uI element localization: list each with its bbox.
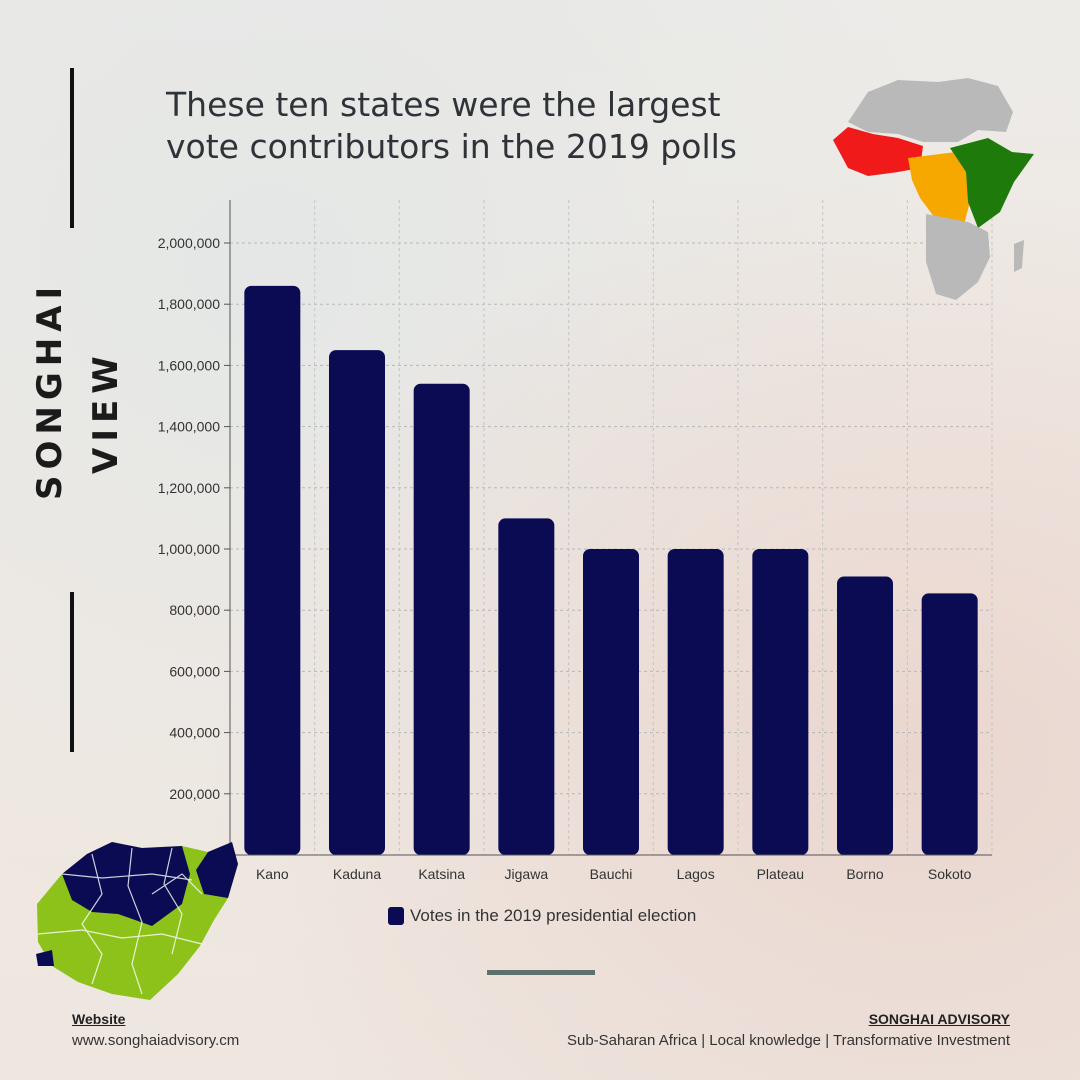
chart-legend: Votes in the 2019 presidential election: [388, 906, 696, 926]
bar-borno: [837, 576, 893, 855]
legend-swatch: [388, 907, 404, 925]
bars: [244, 285, 978, 856]
footer-divider: [487, 970, 595, 975]
accent-bar-bottom: [70, 592, 74, 752]
y-tick-label: 400,000: [169, 725, 220, 741]
chart-title: These ten states were the largest vote c…: [166, 85, 737, 166]
x-tick-labels: Kano Kaduna Katsina Jigawa Bauchi Lagos Platea…: [256, 866, 972, 882]
x-tick-label: Kaduna: [333, 866, 381, 882]
x-tick-label: Katsina: [418, 866, 465, 882]
x-tick-label: Lagos: [677, 866, 715, 882]
bar-jigawa: [498, 518, 555, 855]
y-tick-labels: 200,000 400,000 600,000 800,000 1,000,000 1,2…: [158, 235, 221, 802]
bar-bauchi: [583, 549, 639, 855]
website-url-link[interactable]: www.songhaiadvisory.cm: [72, 1032, 240, 1049]
bar-lagos: [667, 549, 724, 855]
y-tick-label: 800,000: [169, 602, 220, 618]
x-tick-label: Plateau: [757, 866, 804, 882]
nigeria-map-icon: [36, 842, 238, 1000]
company-heading: SONGHAI ADVISORY: [868, 1011, 1010, 1027]
x-tick-label: Jigawa: [505, 866, 549, 882]
footer-website: Website www.songhaiadvisory.cm: [72, 1011, 239, 1049]
bar-kano: [244, 285, 301, 856]
x-tick-label: Sokoto: [928, 866, 972, 882]
footer-company: SONGHAI ADVISORY Sub-Saharan Africa | Lo…: [567, 1011, 1010, 1049]
bar-sokoto: [921, 593, 978, 855]
accent-bar-top: [70, 68, 74, 228]
y-tick-label: 1,800,000: [158, 296, 220, 312]
bar-kaduna: [329, 350, 385, 855]
bar-katsina: [413, 383, 470, 855]
y-tick-label: 1,600,000: [158, 357, 220, 373]
x-tick-label: Bauchi: [590, 866, 633, 882]
y-tick-label: 600,000: [169, 663, 220, 679]
y-tick-label: 1,000,000: [158, 541, 220, 557]
y-tick-label: 200,000: [169, 786, 220, 802]
website-heading: Website: [72, 1011, 126, 1027]
x-tick-label: Borno: [846, 866, 884, 882]
y-tick-label: 2,000,000: [158, 235, 220, 251]
legend-label: Votes in the 2019 presidential election: [410, 906, 697, 925]
y-tick-label: 1,400,000: [158, 419, 220, 435]
africa-map-icon: [833, 78, 1034, 300]
y-tick-label: 1,200,000: [158, 480, 220, 496]
x-tick-label: Kano: [256, 866, 289, 882]
bar-plateau: [752, 549, 809, 855]
company-tagline: Sub-Saharan Africa | Local knowledge | T…: [566, 1032, 1010, 1049]
